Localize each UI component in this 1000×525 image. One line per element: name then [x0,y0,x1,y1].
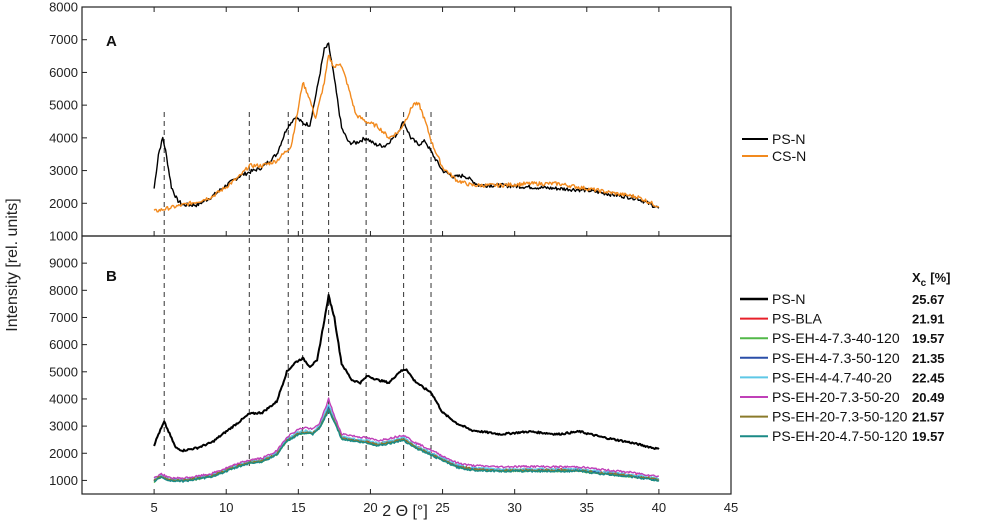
legend-panel-b: PS-N 25.67 PS-BLA 21.91 PS-EH-4-7.3-40-120 19… [740,291,945,444]
x-tick-label: 25 [435,500,449,515]
x-tick-label: 5 [150,500,157,515]
y-tick-label-b: 6000 [49,337,78,352]
panel-b-series [153,293,660,484]
series-ps-eh-20-4-7-50-120 [153,408,660,483]
series-ps-n [153,42,660,209]
legend-b-xc-value: 19.57 [912,331,945,346]
legend-b-xc-value: 25.67 [912,292,945,307]
legend-panel-a: PS-NCS-N [742,131,806,164]
legend-b-xc-value: 19.57 [912,429,945,444]
y-axis-title: Intensity [rel. units] [4,198,21,331]
series-ps-n [153,293,660,453]
y-tick-label-b: 8000 [49,283,78,298]
panel-a-series [153,42,660,213]
y-tick-label-a: 7000 [49,32,78,47]
x-tick-label: 35 [580,500,594,515]
tick-labels: 5 10 15 20 25 30 35 40 45 1000 2000 3000 4000 5000 600… [49,0,738,515]
y-tick-label-a: 1000 [49,229,78,244]
y-tick-label-a: 5000 [49,98,78,113]
legend-b-label: PS-EH-4-7.3-50-120 [772,350,900,366]
y-tick-label-b: 9000 [49,256,78,271]
panel-a-label: A [106,33,117,50]
legend-b-xc-value: 22.45 [912,370,945,385]
legend-b-label: PS-EH-20-7.3-50-20 [772,389,900,405]
x-tick-label: 15 [291,500,305,515]
x-axis-title: 2 Θ [°] [382,503,428,520]
xc-header-sub: c [921,278,927,289]
y-tick-label-a: 3000 [49,163,78,178]
x-tick-label: 30 [507,500,521,515]
y-tick-label-b: 2000 [49,446,78,461]
legend-b-xc-value: 21.57 [912,410,945,425]
y-tick-label-b: 5000 [49,364,78,379]
panel-b-label: B [106,268,117,285]
legend-b-label: PS-EH-4-7.3-40-120 [772,330,900,346]
xc-header-unit: [%] [930,270,950,285]
y-tick-label-b: 3000 [49,419,78,434]
legend-b-label: PS-BLA [772,311,822,327]
x-tick-label: 45 [724,500,738,515]
y-tick-label-a: 2000 [49,196,78,211]
panel-b-frame [81,235,732,495]
y-tick-label-b: 4000 [49,391,78,406]
legend-b-label: PS-EH-20-7.3-50-120 [772,409,908,425]
legend-b-label: PS-N [772,291,805,307]
y-tick-label-a: 4000 [49,130,78,145]
x-tick-label: 10 [219,500,233,515]
legend-b-xc-value: 20.49 [912,390,945,405]
x-tick-label: 40 [652,500,666,515]
legend-b-xc-value: 21.35 [912,351,945,366]
y-tick-label-a: 6000 [49,65,78,80]
legend-a-label: PS-N [772,131,805,147]
y-tick-label-b: 1000 [49,473,78,488]
axes [81,6,732,495]
legend-a-label: CS-N [772,148,806,164]
y-tick-label-b: 7000 [49,310,78,325]
series-cs-n [153,54,660,213]
legend-b-label: PS-EH-4-4.7-40-20 [772,369,892,385]
legend-b-label: PS-EH-20-4.7-50-120 [772,428,908,444]
x-tick-label: 20 [363,500,377,515]
reflection-dashed-lines [163,112,432,466]
y-tick-label-a: 8000 [49,0,78,15]
series-ps-eh-20-7-3-50-20 [153,397,660,480]
xc-header-main: X [912,270,921,285]
legend-b-xc-value: 21.91 [912,312,945,327]
xc-header: Xc [%] [912,270,950,289]
series-ps-eh-20-7-3-50-120 [153,408,660,482]
